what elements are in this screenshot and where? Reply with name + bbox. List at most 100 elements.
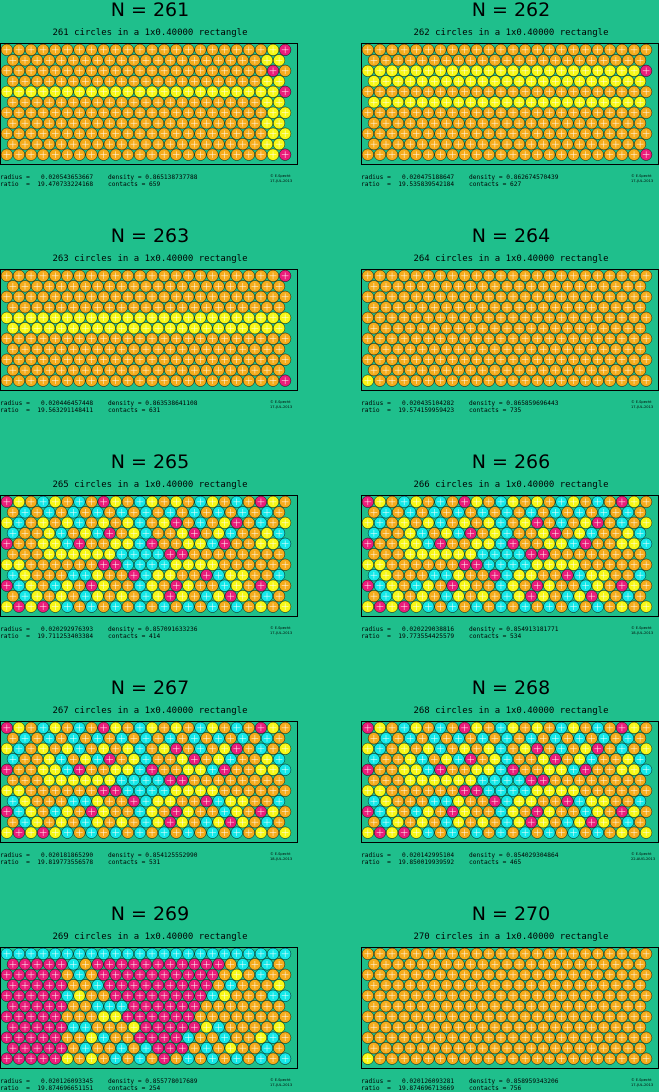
packed-circle [531,538,543,550]
packed-circle [441,55,453,67]
packed-circle [447,785,459,797]
packed-circle [7,527,19,539]
packed-circle [531,270,543,282]
packed-circle [177,301,189,313]
packed-circle [273,569,285,581]
packed-circle [380,569,392,581]
packed-circle [531,806,543,818]
packed-circle [110,496,122,508]
packed-circle [489,795,501,807]
packed-circle [68,364,80,376]
packed-circle [1,827,13,839]
packed-circle [586,138,598,150]
packed-circle [604,785,616,797]
packed-circle [49,496,61,508]
packed-circle [267,517,279,529]
packed-circle [243,312,255,324]
packed-circle [98,496,110,508]
author-credit: © E.Specht 17-JUL-2013 [270,1078,292,1087]
packed-circle [116,1021,128,1033]
packed-circle [43,1042,55,1054]
packed-circle [110,517,122,529]
packed-circle [213,590,225,602]
packed-circle [453,795,465,807]
packed-circle [580,291,592,303]
packed-circle [453,548,465,560]
packed-circle [380,979,392,991]
packed-circle [592,722,604,734]
packed-circle [25,827,37,839]
packed-circle [25,291,37,303]
packed-circle [616,806,628,818]
packed-circle [140,117,152,129]
packed-circle [556,601,568,613]
packed-circle [189,1021,201,1033]
packed-circle [158,128,170,140]
packed-circle [49,948,61,960]
packed-circle [628,496,640,508]
packed-circle [267,149,279,161]
packed-circle [556,44,568,56]
packed-circle [164,816,176,828]
packed-circle [279,580,291,592]
packed-circle [104,795,116,807]
packed-circle [447,1053,459,1065]
packed-circle [568,1053,580,1065]
packed-circle [417,281,429,293]
packed-circle [25,333,37,345]
packed-circle [56,281,68,293]
packed-circle [122,990,134,1002]
packed-circle [483,44,495,56]
packed-circle [610,322,622,334]
packed-circle [195,764,207,776]
packed-circle [423,580,435,592]
packed-circle [447,806,459,818]
packed-circle [398,764,410,776]
packed-circle [279,764,291,776]
packed-circle [368,281,380,293]
packed-circle [279,270,291,282]
packed-circle [68,96,80,108]
packed-circle [183,128,195,140]
packed-circle [7,322,19,334]
density-value: density = 0.865138737788 [108,174,197,181]
packed-circle [164,733,176,745]
packed-circle [255,722,267,734]
packed-circle [550,75,562,87]
packed-circle [62,785,74,797]
packed-circle [538,569,550,581]
packed-circle [116,301,128,313]
packed-circle [116,343,128,355]
packed-circle [279,559,291,571]
packed-circle [568,149,580,161]
packed-circle [219,722,231,734]
packed-circle [104,733,116,745]
packed-circle [158,538,170,550]
packed-circle [74,827,86,839]
packed-circle [580,580,592,592]
packed-circle [374,517,386,529]
packed-circle [13,559,25,571]
packed-circle [1,333,13,345]
panel-stats: radius = 0.020446457448 density = 0.8635… [0,400,197,414]
packed-circle [628,44,640,56]
packed-circle [37,354,49,366]
packed-circle [380,343,392,355]
packed-circle [471,743,483,755]
packed-circle [386,827,398,839]
packed-circle [183,601,195,613]
packed-circle [261,507,273,519]
packed-circle [74,601,86,613]
packed-circle [574,816,586,828]
packed-circle [116,733,128,745]
packed-circle [495,270,507,282]
packed-circle [146,354,158,366]
packed-circle [25,44,37,56]
packed-circle [386,1053,398,1065]
packed-circle [158,291,170,303]
packed-circle [598,753,610,765]
packed-circle [201,527,213,539]
packed-circle [477,1042,489,1054]
packed-circle [195,517,207,529]
packed-circle [43,527,55,539]
